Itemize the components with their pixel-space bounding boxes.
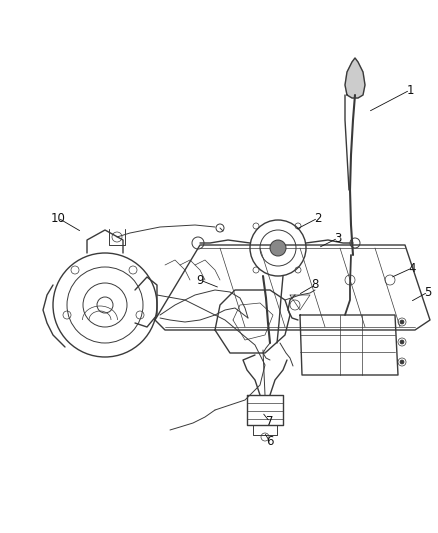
- Text: 4: 4: [407, 262, 415, 274]
- Text: 9: 9: [196, 273, 203, 287]
- Circle shape: [399, 340, 403, 344]
- Text: 5: 5: [424, 286, 431, 298]
- Text: 6: 6: [265, 435, 273, 448]
- Circle shape: [399, 360, 403, 364]
- Circle shape: [399, 320, 403, 324]
- Polygon shape: [344, 58, 364, 98]
- Text: 1: 1: [405, 84, 413, 96]
- Text: 2: 2: [314, 212, 321, 224]
- Circle shape: [269, 240, 285, 256]
- Text: 10: 10: [50, 212, 65, 224]
- Text: 3: 3: [334, 231, 341, 245]
- Text: 7: 7: [265, 416, 273, 429]
- Text: 8: 8: [311, 279, 318, 292]
